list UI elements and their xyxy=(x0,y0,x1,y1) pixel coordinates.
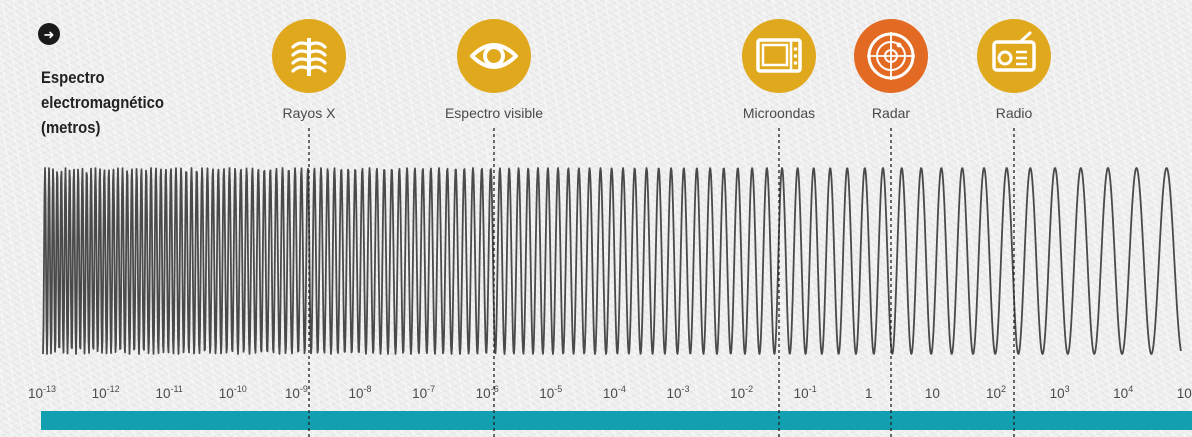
band-label: Microondas xyxy=(743,105,815,121)
scale-tick-label: 10-7 xyxy=(412,384,435,401)
arrow-right-button[interactable]: ➜ xyxy=(38,23,60,45)
scale-tick-label: 104 xyxy=(1113,384,1133,401)
scale-tick-label: 10-13 xyxy=(28,384,56,401)
band-icon-circle xyxy=(977,19,1051,93)
scale-tick-label: 105 xyxy=(1177,384,1192,401)
scale-tick-label: 10-1 xyxy=(794,384,817,401)
band-label: Espectro visible xyxy=(445,105,543,121)
scale-tick-label: 10-11 xyxy=(156,384,183,401)
band-label: Radar xyxy=(872,105,910,121)
band-icon-circle xyxy=(742,19,816,93)
electromagnetic-wave xyxy=(42,167,1182,355)
scale-tick-label: 10-8 xyxy=(348,384,371,401)
band-icon-circle xyxy=(457,19,531,93)
scale-tick-label: 10-6 xyxy=(476,384,499,401)
eye-icon xyxy=(470,43,518,69)
title-line-3: (metros) xyxy=(41,119,101,137)
band-label: Radio xyxy=(996,105,1033,121)
scale-tick-label: 1 xyxy=(865,386,873,401)
spectrum-bar xyxy=(41,411,1192,430)
xray-ribcage-icon xyxy=(291,38,327,76)
title-line-2: electromagnético xyxy=(41,94,164,112)
scale-tick-label: 10-5 xyxy=(539,384,562,401)
microwave-icon xyxy=(756,38,802,73)
radio-icon xyxy=(992,31,1036,72)
scale-tick-label: 10-4 xyxy=(603,384,626,401)
scale-tick-label: 10-12 xyxy=(92,384,120,401)
radar-icon xyxy=(867,32,915,80)
scale-tick-label: 102 xyxy=(986,384,1006,401)
scale-tick-label: 10-2 xyxy=(730,384,753,401)
diagram-title: Espectro electromagnético (metros) xyxy=(41,66,194,141)
arrow-right-icon: ➜ xyxy=(43,26,55,42)
scale-tick-label: 10 xyxy=(925,386,940,401)
scale-tick-label: 103 xyxy=(1050,384,1070,401)
scale-tick-label: 10-3 xyxy=(666,384,689,401)
band-label: Rayos X xyxy=(283,105,337,121)
scale-tick-label: 10-10 xyxy=(219,384,247,401)
scale-tick-label: 10-9 xyxy=(285,384,308,401)
title-line-1: Espectro xyxy=(41,69,105,87)
